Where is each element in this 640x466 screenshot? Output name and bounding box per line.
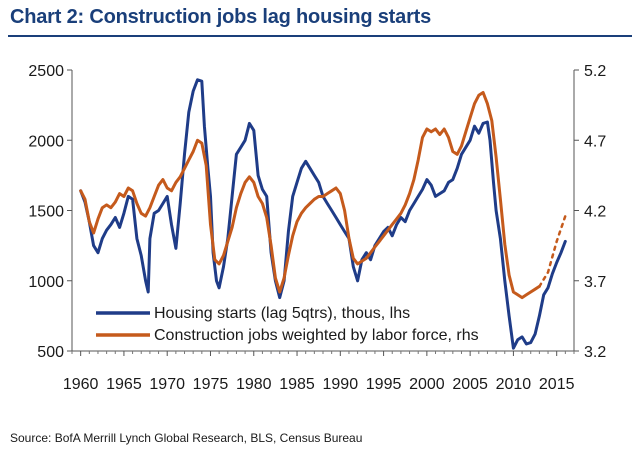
left-tick-label: 500 — [37, 344, 64, 361]
x-tick-label: 1960 — [63, 376, 99, 393]
left-tick-label: 2000 — [28, 133, 64, 150]
right-tick-label: 4.7 — [584, 133, 606, 150]
right-tick-label: 3.7 — [584, 274, 606, 291]
legend-label-housing-starts: Housing starts (lag 5qtrs), thous, lhs — [154, 305, 410, 322]
legend-label-construction-jobs: Construction jobs weighted by labor forc… — [154, 327, 479, 344]
x-tick-label: 1980 — [236, 376, 272, 393]
x-tick-label: 2015 — [539, 376, 575, 393]
right-tick-label: 4.2 — [584, 204, 606, 221]
housing-starts-line — [79, 78, 567, 350]
x-tick-label: 1990 — [323, 376, 359, 393]
x-tick-label: 1975 — [193, 376, 229, 393]
x-tick-label: 1965 — [106, 376, 142, 393]
x-tick-label: 1970 — [149, 376, 185, 393]
right-tick-label: 3.2 — [584, 344, 606, 361]
left-tick-label: 1000 — [28, 274, 64, 291]
x-tick-label: 2000 — [409, 376, 445, 393]
construction-jobs-projection-line — [538, 214, 567, 288]
left-tick-label: 1500 — [28, 204, 64, 221]
title-rule — [8, 35, 632, 37]
x-tick-label: 1985 — [279, 376, 315, 393]
construction-jobs-line — [79, 91, 541, 300]
x-tick-label: 1995 — [366, 376, 402, 393]
right-tick-label: 5.2 — [584, 63, 606, 80]
chart-title: Chart 2: Construction jobs lag housing s… — [10, 6, 432, 28]
x-tick-label: 2010 — [496, 376, 532, 393]
source-note: Source: BofA Merrill Lynch Global Resear… — [10, 431, 363, 445]
x-tick-label: 2005 — [452, 376, 488, 393]
left-tick-label: 2500 — [28, 63, 64, 80]
